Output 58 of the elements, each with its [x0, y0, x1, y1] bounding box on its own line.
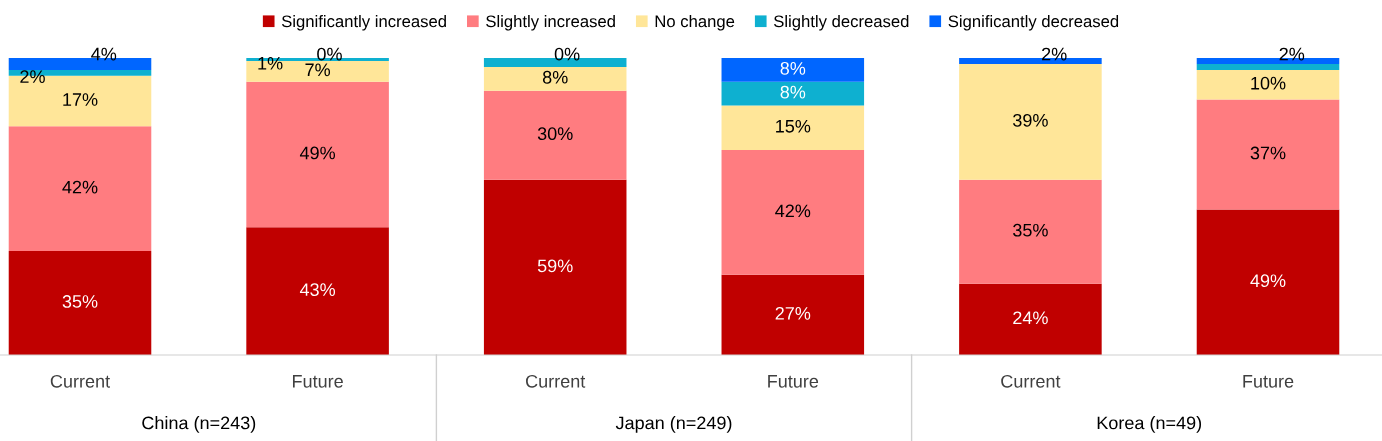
bar	[483, 179, 627, 355]
data-label: 2%	[1042, 47, 1067, 61]
legend-label: Slightly increased	[486, 15, 615, 31]
bar	[483, 66, 627, 91]
data-label: 42%	[62, 180, 98, 194]
bar	[8, 126, 152, 252]
data-label: 7%	[305, 63, 331, 77]
bar	[246, 227, 389, 355]
bar	[1196, 63, 1340, 70]
data-label: 42%	[775, 204, 811, 218]
bar	[721, 150, 865, 275]
bar	[721, 58, 865, 82]
text: China (n=243)	[142, 416, 256, 433]
data-label: 24%	[1013, 311, 1048, 325]
data-label: 4%	[91, 47, 117, 61]
bar	[959, 63, 1102, 180]
data-label: 49%	[299, 146, 336, 160]
data-label: 8%	[780, 61, 806, 75]
data-label: 35%	[62, 295, 98, 308]
data-label: 17%	[63, 93, 98, 106]
data-label: 0%	[554, 47, 580, 61]
bar	[721, 274, 865, 355]
text: Korea (n=49)	[1097, 416, 1202, 433]
data-label: 0%	[317, 47, 342, 61]
x-tick-label: Future	[768, 375, 819, 388]
x-tick-label: Current	[526, 374, 586, 388]
x-tick-label: Future	[292, 375, 343, 388]
legend-label: Significantly increased	[281, 15, 446, 31]
text: Japan (n=249)	[615, 416, 732, 433]
bar	[1196, 69, 1340, 100]
bar	[8, 251, 152, 355]
x-tick-label: Current	[50, 374, 110, 388]
data-label: 35%	[1013, 223, 1048, 237]
data-label: 49%	[1250, 274, 1286, 288]
data-label: 43%	[299, 283, 336, 296]
data-label: 8%	[780, 85, 806, 99]
data-label: 27%	[775, 306, 811, 320]
legend-label: No change	[655, 15, 735, 31]
legend-label: Slightly decreased	[774, 15, 909, 31]
data-label: 37%	[1250, 146, 1286, 160]
data-label: 59%	[537, 259, 573, 273]
legend-label: Significantly decreased	[948, 15, 1119, 31]
bar	[959, 283, 1102, 355]
data-label: 30%	[537, 127, 573, 141]
data-label: 8%	[542, 70, 568, 84]
data-label: 39%	[1013, 113, 1048, 127]
bar	[1196, 99, 1340, 210]
data-label: 10%	[1251, 76, 1286, 90]
bar	[1196, 209, 1340, 355]
bar	[483, 90, 627, 180]
data-label: 15%	[776, 119, 811, 133]
bar	[721, 105, 865, 151]
x-tick-label: Future	[1243, 375, 1294, 388]
x-tick-label: Current	[1001, 374, 1061, 388]
bar	[959, 179, 1102, 284]
bar	[246, 81, 389, 228]
data-label: 2%	[1279, 47, 1305, 61]
bar	[721, 81, 865, 106]
